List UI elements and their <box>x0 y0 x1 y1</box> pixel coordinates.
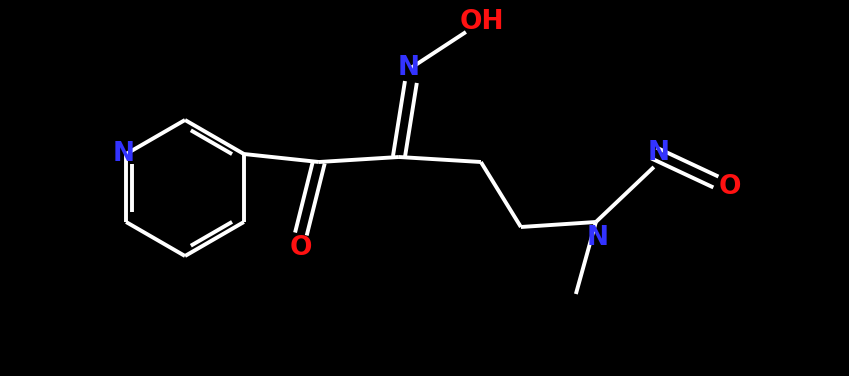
Text: N: N <box>648 140 670 166</box>
Text: N: N <box>587 225 609 251</box>
Text: O: O <box>718 174 741 200</box>
Text: OH: OH <box>459 9 504 35</box>
Text: O: O <box>290 235 312 261</box>
Text: N: N <box>113 141 135 167</box>
Text: N: N <box>398 55 420 81</box>
